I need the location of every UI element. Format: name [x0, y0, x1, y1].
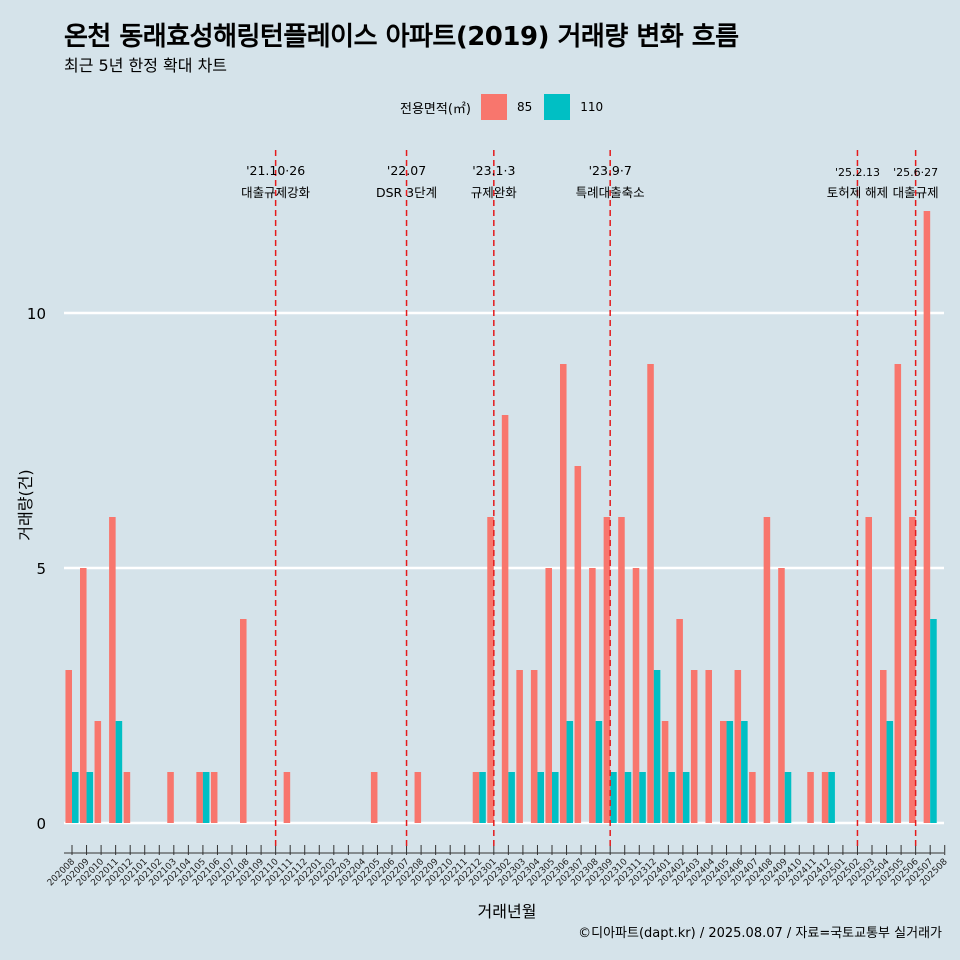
x-axis-label: 거래년월 — [477, 902, 537, 921]
bar-110-202412 — [828, 772, 835, 823]
bar-85-202307 — [574, 466, 582, 823]
event-name-label: 대출규제강화 — [241, 185, 311, 200]
bar-85-202212 — [472, 772, 480, 823]
source-caption: ©디아파트(dapt.kr) / 2025.08.07 / 자료=국토교통부 실… — [578, 926, 942, 941]
bar-85-202412 — [821, 772, 829, 823]
bar-110-202409 — [784, 772, 792, 823]
bar-85-202411 — [807, 772, 814, 823]
event-name-label: 특례대출축소 — [576, 185, 645, 200]
bar-85-202404 — [705, 670, 712, 823]
bar-85-202105 — [196, 772, 203, 823]
bar-85-202407 — [749, 772, 756, 823]
bar-85-202010 — [94, 721, 102, 823]
bar-85-202504 — [880, 670, 887, 823]
bar-85-202103 — [167, 772, 174, 823]
bar-85-202308 — [589, 568, 596, 823]
bar-85-202403 — [690, 670, 698, 823]
event-name-label: DSR 3단계 — [376, 185, 437, 200]
bar-110-202405 — [726, 721, 734, 823]
bar-85-202409 — [778, 568, 785, 823]
bar-110-202212 — [479, 772, 486, 823]
legend-swatch-85 — [480, 94, 507, 120]
event-date-label: '25.2.13 — [835, 166, 880, 179]
bar-85-202406 — [734, 670, 742, 823]
bar-85-202311 — [632, 568, 640, 823]
y-tick-label: 0 — [36, 815, 46, 833]
bar-110-202406 — [741, 721, 748, 823]
bar-110-202507 — [930, 619, 937, 823]
bar-110-202305 — [552, 772, 559, 823]
event-date-label: '25.6·27 — [893, 166, 938, 179]
legend-title: 전용면적(㎡) — [400, 101, 471, 117]
y-tick-label: 10 — [27, 305, 46, 323]
bar-110-202310 — [624, 772, 632, 823]
bar-85-202108 — [240, 619, 247, 823]
bar-85-202012 — [123, 772, 131, 823]
legend-label-110: 110 — [580, 100, 604, 114]
bar-85-202301 — [487, 517, 494, 823]
bar-110-202312 — [653, 670, 661, 823]
chart-title: 온천 동래효성해링턴플레이스 아파트(2019) 거래량 변화 흐름 — [64, 22, 739, 52]
bar-110-202304 — [537, 772, 544, 823]
bar-85-202111 — [283, 772, 291, 823]
bar-110-202308 — [595, 721, 603, 823]
bar-85-202507 — [923, 211, 931, 823]
bar-110-202402 — [682, 772, 690, 823]
event-name-label: 토허제 해제 — [827, 185, 888, 200]
bar-110-202105 — [202, 772, 210, 823]
chart-subtitle: 최근 5년 한정 확대 차트 — [64, 56, 228, 75]
bar-110-202009 — [86, 772, 94, 823]
y-tick-label: 5 — [36, 560, 46, 578]
bar-85-202302 — [501, 415, 509, 823]
bar-85-202309 — [603, 517, 611, 823]
bar-85-202304 — [530, 670, 538, 823]
bar-85-202205 — [370, 772, 378, 823]
bar-85-202303 — [516, 670, 523, 823]
bar-85-202208 — [414, 772, 422, 823]
bar-85-202506 — [909, 517, 916, 823]
bar-110-202309 — [610, 772, 617, 823]
bar-110-202504 — [886, 721, 894, 823]
bar-110-202011 — [115, 721, 123, 823]
bar-85-202305 — [545, 568, 552, 823]
bar-110-202311 — [639, 772, 646, 823]
legend-swatch-110 — [544, 94, 571, 120]
bar-85-202306 — [560, 364, 567, 823]
event-name-label: 대출규제 — [893, 185, 939, 200]
event-date-label: '21.10·26 — [246, 163, 305, 178]
event-name-label: 규제완화 — [471, 185, 518, 200]
bar-85-202408 — [763, 517, 771, 823]
bar-85-202009 — [80, 568, 87, 823]
bar-110-202302 — [508, 772, 515, 823]
event-date-label: '23.1·3 — [472, 163, 515, 178]
legend: 전용면적(㎡) 85 110 — [400, 93, 615, 121]
event-date-label: '23.9·7 — [589, 163, 632, 178]
bar-85-202405 — [720, 721, 727, 823]
bar-85-202011 — [109, 517, 116, 823]
event-date-label: '22.07 — [387, 163, 426, 178]
bar-85-202401 — [661, 721, 669, 823]
bar-110-202306 — [566, 721, 574, 823]
bar-85-202312 — [647, 364, 654, 823]
bar-85-202008 — [65, 670, 72, 823]
bar-85-202310 — [618, 517, 625, 823]
bar-85-202503 — [865, 517, 872, 823]
legend-label-85: 85 — [516, 100, 533, 114]
bar-110-202401 — [668, 772, 675, 823]
y-axis-label: 거래량(건) — [16, 469, 35, 541]
bar-85-202402 — [676, 619, 683, 823]
bar-85-202106 — [210, 772, 218, 823]
bar-85-202505 — [894, 364, 902, 823]
bar-110-202008 — [72, 772, 79, 823]
